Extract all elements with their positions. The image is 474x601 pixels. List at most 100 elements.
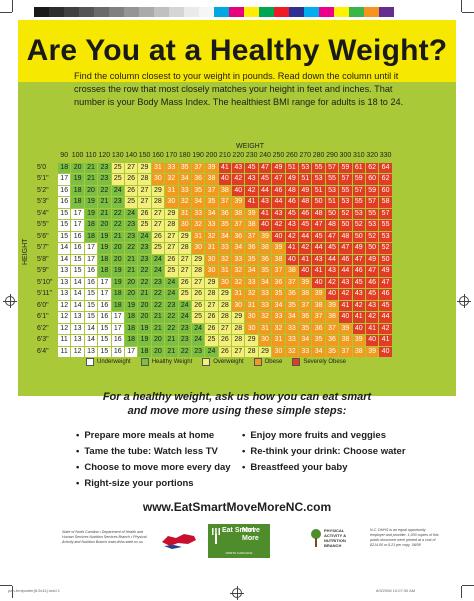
legend-label: Healthy Weight xyxy=(151,359,193,365)
bmi-cell: 45 xyxy=(365,289,379,300)
table-row: 5'4" 15 17 19 21 22 24 26 27 29 31 33 34 36 38 39 41 43 45… xyxy=(37,208,392,219)
bmi-cell: 36 xyxy=(325,335,339,346)
tagline: For a healthy weight, ask us how you can… xyxy=(0,390,474,418)
legend-swatch xyxy=(86,358,94,366)
bmi-cell: 40 xyxy=(352,323,365,334)
bmi-cell: 38 xyxy=(299,289,312,300)
bmi-cell: 35 xyxy=(325,346,339,357)
table-row: 5'1" 17 19 21 23 25 26 28 30 32 34 36 38 40 42 43 45 47 49… xyxy=(37,174,392,185)
bmi-cell: 37 xyxy=(325,323,339,334)
bmi-cell: 48 xyxy=(285,185,299,196)
bmi-cell: 53 xyxy=(312,174,325,185)
bmi-cell: 37 xyxy=(339,346,352,357)
weight-header: 140 xyxy=(125,152,137,159)
eat-smart-move-more-logo: Eat Smart Move More NORTH CAROLINA xyxy=(208,524,270,558)
bmi-cell: 29 xyxy=(191,254,205,265)
bmi-cell: 26 xyxy=(205,323,218,334)
table-row: 5'3" 16 18 19 21 23 25 27 28 30 32 34 35 37 39 41 43 44 46… xyxy=(37,197,392,208)
bmi-cell: 38 xyxy=(232,208,245,219)
weight-header: 90 xyxy=(60,152,69,159)
tip-item: Re-think your drink: Choose water xyxy=(242,444,405,460)
bmi-cell: 18 xyxy=(84,220,98,231)
bmi-cell: 20 xyxy=(124,277,138,288)
bmi-cell: 13 xyxy=(58,266,71,277)
bmi-cell: 27 xyxy=(232,346,245,357)
bmi-cell: 34 xyxy=(191,197,205,208)
tagline-line-1: For a healthy weight, ask us how you can… xyxy=(102,391,372,403)
bmi-cell: 15 xyxy=(58,231,71,242)
bmi-cell: 43 xyxy=(365,300,379,311)
color-swatch xyxy=(49,7,64,17)
bmi-cell: 57 xyxy=(325,162,339,173)
bmi-cell: 49 xyxy=(299,185,312,196)
bmi-cell: 17 xyxy=(98,289,111,300)
bmi-cell: 14 xyxy=(84,323,98,334)
bmi-cell: 14 xyxy=(71,277,84,288)
bmi-table-body: 5'0 18 20 21 23 25 27 29 31 33 35 37 39 41 43 45 47 49 51 5… xyxy=(37,162,392,357)
bmi-cell: 64 xyxy=(379,162,392,173)
bmi-cell: 42 xyxy=(325,277,339,288)
bmi-cell: 27 xyxy=(205,300,218,311)
bmi-cell: 37 xyxy=(218,197,232,208)
bmi-cell: 45 xyxy=(379,300,392,311)
bmi-cell: 23 xyxy=(178,323,191,334)
bmi-cell: 35 xyxy=(299,323,312,334)
bmi-cell: 52 xyxy=(365,231,379,242)
bmi-cell: 13 xyxy=(58,289,71,300)
bmi-cell: 14 xyxy=(84,335,98,346)
bmi-cell: 42 xyxy=(365,312,379,323)
bmi-cell: 25 xyxy=(205,335,218,346)
bmi-cell: 40 xyxy=(232,185,245,196)
bmi-cell: 49 xyxy=(352,243,365,254)
bmi-cell: 13 xyxy=(58,277,71,288)
height-label: 6'4" xyxy=(37,347,49,355)
bmi-cell: 12 xyxy=(58,323,71,334)
bmi-cell: 36 xyxy=(258,254,272,265)
bmi-cell: 18 xyxy=(124,323,138,334)
bmi-cell: 53 xyxy=(379,231,392,242)
bmi-cell: 26 xyxy=(205,312,218,323)
legend-label: Obese xyxy=(264,359,283,365)
bmi-cell: 23 xyxy=(138,254,151,265)
color-swatch xyxy=(274,7,289,17)
bmi-cell: 45 xyxy=(299,220,312,231)
bmi-cell: 31 xyxy=(165,185,178,196)
bmi-cell: 13 xyxy=(71,335,84,346)
height-label: 6'2" xyxy=(37,324,49,332)
bmi-cell: 20 xyxy=(138,312,151,323)
bmi-cell: 44 xyxy=(299,231,312,242)
bmi-cell: 52 xyxy=(379,243,392,254)
bmi-cell: 36 xyxy=(245,243,258,254)
bmi-cell: 21 xyxy=(84,174,98,185)
table-row: 6'3" 11 13 14 15 16 18 19 20 21 23 24 25 26 28 29 30 31 33… xyxy=(37,335,392,346)
bmi-cell: 22 xyxy=(165,312,178,323)
bmi-cell: 21 xyxy=(98,208,111,219)
table-row: 5'6" 15 16 18 19 21 23 24 26 27 29 31 32 34 36 37 39 40 42… xyxy=(37,231,392,242)
bmi-cell: 15 xyxy=(98,323,111,334)
fork-icon xyxy=(212,528,220,544)
bmi-cell: 53 xyxy=(352,208,365,219)
bmi-cell: 55 xyxy=(379,220,392,231)
bmi-cell: 32 xyxy=(245,289,258,300)
bmi-cell: 22 xyxy=(151,300,165,311)
color-swatch xyxy=(289,7,304,17)
weight-header: 110 xyxy=(85,152,97,159)
bmi-cell: 46 xyxy=(272,185,285,196)
bmi-cell: 51 xyxy=(285,162,299,173)
bmi-cell: 44 xyxy=(258,185,272,196)
logo-text-move-more: Move More xyxy=(242,527,260,542)
bmi-cell: 53 xyxy=(365,220,379,231)
bmi-cell: 62 xyxy=(379,174,392,185)
bmi-cell: 39 xyxy=(365,346,379,357)
bmi-cell: 26 xyxy=(124,174,138,185)
bmi-cell: 22 xyxy=(165,323,178,334)
color-swatch xyxy=(244,7,259,17)
bmi-cell: 41 xyxy=(218,162,232,173)
bmi-cell: 42 xyxy=(285,231,299,242)
crop-mark xyxy=(461,0,462,12)
bmi-cell: 21 xyxy=(151,323,165,334)
bmi-cell: 33 xyxy=(258,300,272,311)
bmi-cell: 31 xyxy=(245,300,258,311)
bmi-cell: 29 xyxy=(258,346,272,357)
bmi-cell: 42 xyxy=(339,289,352,300)
